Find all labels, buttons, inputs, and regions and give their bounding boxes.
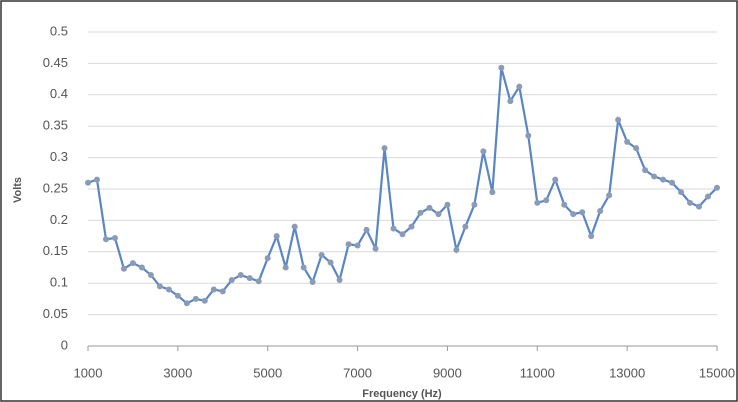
data-point bbox=[345, 241, 352, 248]
y-tick-label: 0.1 bbox=[50, 275, 68, 290]
data-point bbox=[93, 176, 100, 183]
data-point bbox=[282, 264, 289, 271]
data-point bbox=[552, 176, 559, 183]
x-tick-label: 15000 bbox=[699, 365, 735, 380]
data-point bbox=[471, 201, 478, 208]
y-tick-label: 0.3 bbox=[50, 149, 68, 164]
data-point bbox=[642, 167, 649, 174]
data-point bbox=[129, 260, 136, 267]
x-tick-label: 9000 bbox=[433, 365, 462, 380]
data-point bbox=[498, 64, 505, 71]
data-point bbox=[165, 286, 172, 293]
y-tick-label: 0.25 bbox=[43, 180, 68, 195]
data-point bbox=[705, 193, 712, 200]
data-point bbox=[111, 234, 118, 241]
data-point bbox=[390, 225, 397, 232]
data-point bbox=[138, 264, 145, 271]
data-point bbox=[156, 283, 163, 290]
data-point bbox=[579, 209, 586, 216]
x-tick-label: 3000 bbox=[163, 365, 192, 380]
data-point bbox=[264, 255, 271, 262]
data-point bbox=[102, 236, 109, 243]
y-tick-label: 0.5 bbox=[50, 23, 68, 38]
data-point bbox=[687, 199, 694, 206]
data-point bbox=[480, 148, 487, 155]
data-point bbox=[507, 98, 514, 105]
data-point bbox=[85, 179, 91, 186]
y-axis-title: Volts bbox=[12, 177, 24, 203]
data-point bbox=[606, 192, 613, 199]
x-tick-label: 5000 bbox=[253, 365, 282, 380]
data-point bbox=[192, 295, 199, 302]
data-point bbox=[381, 145, 388, 152]
data-point bbox=[300, 264, 307, 271]
data-point bbox=[696, 203, 703, 210]
data-point bbox=[408, 223, 415, 230]
y-tick-label: 0.2 bbox=[50, 212, 68, 227]
data-point bbox=[678, 189, 685, 196]
data-point bbox=[237, 272, 244, 279]
y-tick-label: 0.45 bbox=[43, 55, 68, 70]
data-point bbox=[444, 201, 451, 208]
y-tick-label: 0.35 bbox=[43, 118, 68, 133]
data-point bbox=[336, 277, 343, 284]
data-point bbox=[318, 251, 325, 258]
x-tick-label: 13000 bbox=[609, 365, 645, 380]
data-point bbox=[183, 300, 190, 307]
data-point bbox=[219, 288, 226, 295]
data-point bbox=[363, 226, 370, 233]
data-point bbox=[291, 223, 298, 230]
data-point bbox=[534, 199, 541, 206]
data-point bbox=[147, 272, 154, 279]
data-point bbox=[525, 132, 532, 139]
x-tick-label: 1000 bbox=[74, 365, 103, 380]
data-point bbox=[633, 145, 640, 152]
data-point bbox=[669, 179, 676, 186]
data-point bbox=[246, 275, 253, 282]
y-tick-label: 0.4 bbox=[50, 86, 68, 101]
data-point bbox=[516, 83, 523, 90]
data-point bbox=[435, 211, 442, 218]
data-point bbox=[417, 209, 424, 216]
data-point bbox=[561, 201, 568, 208]
data-point bbox=[228, 277, 235, 284]
data-point bbox=[453, 246, 460, 253]
x-axis-title: Frequency (Hz) bbox=[362, 388, 442, 400]
data-point bbox=[309, 278, 316, 285]
data-point bbox=[651, 173, 658, 180]
data-point bbox=[426, 204, 433, 211]
y-tick-label: 0 bbox=[61, 337, 68, 352]
data-point bbox=[714, 184, 720, 191]
y-tick-label: 0.05 bbox=[43, 306, 68, 321]
data-point bbox=[660, 176, 667, 183]
data-point bbox=[273, 233, 280, 240]
data-point bbox=[588, 233, 595, 240]
data-point bbox=[597, 207, 604, 214]
data-point bbox=[174, 292, 181, 299]
data-point bbox=[201, 297, 208, 304]
data-point bbox=[462, 223, 469, 230]
data-point bbox=[399, 231, 406, 238]
data-point bbox=[624, 138, 631, 145]
data-point bbox=[210, 286, 217, 293]
data-point bbox=[327, 259, 334, 266]
data-point bbox=[372, 245, 379, 252]
data-point bbox=[615, 116, 622, 123]
data-point bbox=[570, 211, 577, 218]
x-tick-label: 11000 bbox=[520, 365, 555, 380]
data-point bbox=[543, 197, 550, 204]
data-point bbox=[354, 242, 361, 249]
data-point bbox=[255, 278, 262, 285]
y-tick-label: 0.15 bbox=[43, 243, 68, 258]
data-point bbox=[120, 265, 127, 272]
x-tick-label: 7000 bbox=[343, 365, 372, 380]
data-point bbox=[489, 189, 496, 196]
